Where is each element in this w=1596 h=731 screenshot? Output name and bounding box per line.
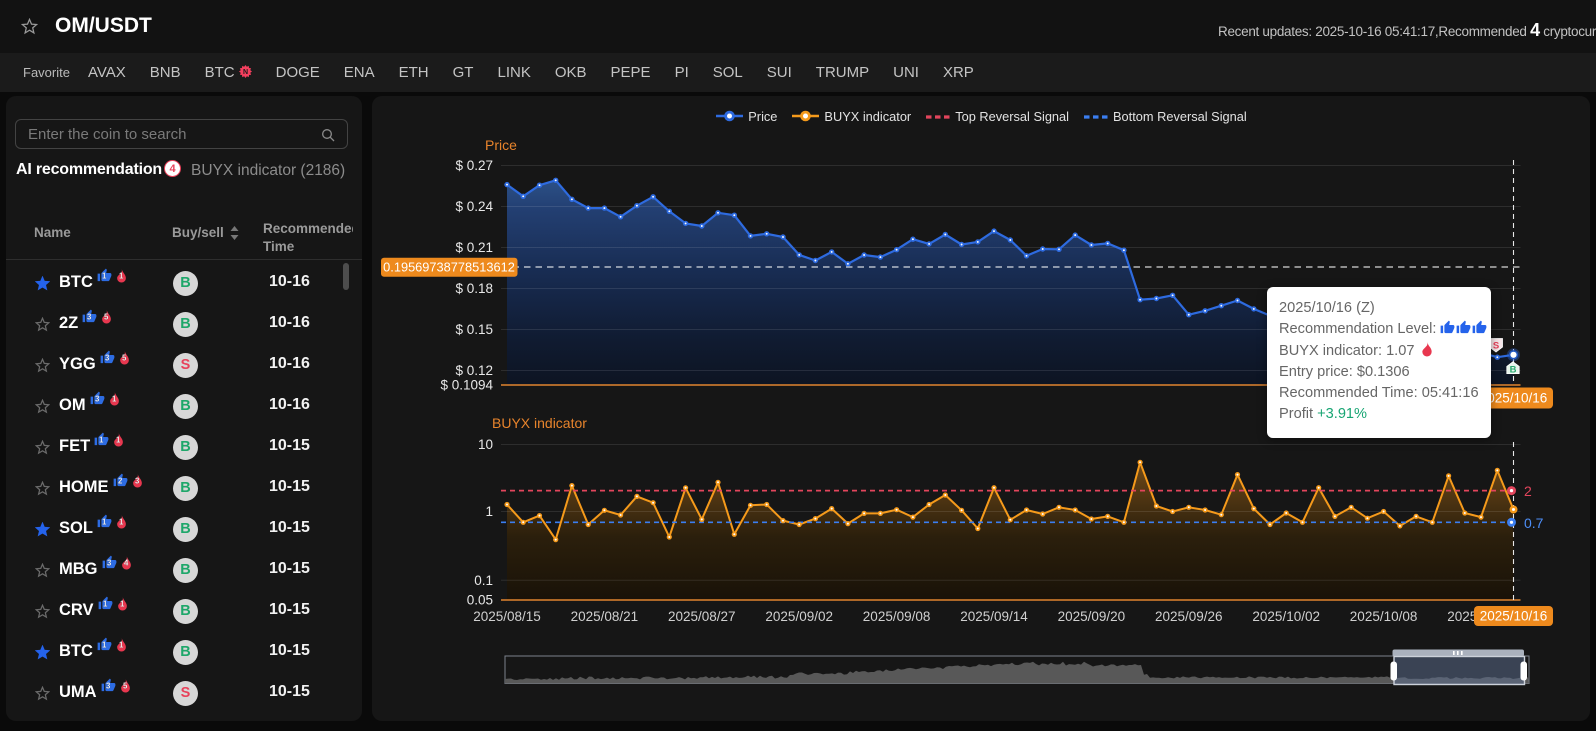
svg-text:2025/08/15: 2025/08/15 [473, 609, 541, 624]
svg-text:$ 0.15: $ 0.15 [455, 322, 493, 337]
svg-text:1: 1 [102, 517, 107, 526]
svg-text:0.1: 0.1 [474, 573, 493, 588]
svg-text:0.7: 0.7 [1524, 515, 1544, 531]
svg-text:1: 1 [103, 599, 108, 608]
svg-text:Price: Price [485, 137, 517, 153]
svg-text:N: N [243, 69, 248, 76]
svg-text:$ 0.24: $ 0.24 [455, 199, 493, 214]
svg-text:4: 4 [124, 558, 129, 567]
svg-text:2025/09/08: 2025/09/08 [863, 609, 931, 624]
svg-text:5: 5 [122, 353, 127, 362]
svg-text:3: 3 [105, 353, 110, 362]
svg-text:0.19569738778513612: 0.19569738778513612 [383, 259, 515, 274]
svg-text:2025/09/02: 2025/09/02 [765, 609, 833, 624]
svg-text:10: 10 [478, 437, 493, 452]
svg-text:2025/10/16: 2025/10/16 [1480, 391, 1548, 406]
svg-text:S: S [1493, 341, 1499, 352]
svg-text:1: 1 [119, 640, 124, 649]
svg-text:3: 3 [95, 394, 100, 403]
svg-text:$ 0.12: $ 0.12 [455, 363, 493, 378]
svg-text:1: 1 [119, 271, 124, 280]
svg-text:3: 3 [87, 312, 92, 321]
svg-text:B: B [1510, 365, 1517, 376]
svg-text:2025/10/02: 2025/10/02 [1252, 609, 1320, 624]
svg-text:$ 0.27: $ 0.27 [455, 158, 493, 173]
svg-text:1: 1 [116, 435, 121, 444]
svg-text:3: 3 [107, 558, 112, 567]
svg-text:2025/09/26: 2025/09/26 [1155, 609, 1223, 624]
svg-text:5: 5 [104, 312, 109, 321]
svg-text:2025/10/08: 2025/10/08 [1350, 609, 1418, 624]
svg-text:1: 1 [99, 435, 104, 444]
svg-text:2025/08/27: 2025/08/27 [668, 609, 736, 624]
svg-text:$ 0.18: $ 0.18 [455, 281, 493, 296]
svg-text:BUYX indicator: BUYX indicator [492, 415, 587, 431]
svg-text:2: 2 [1524, 483, 1532, 499]
svg-text:2025/10/16: 2025/10/16 [1480, 609, 1548, 624]
svg-text:1: 1 [112, 394, 117, 403]
svg-text:3: 3 [135, 476, 140, 485]
svg-text:1: 1 [102, 640, 107, 649]
svg-text:0.05: 0.05 [467, 593, 493, 608]
svg-text:2: 2 [118, 476, 123, 485]
svg-text:1: 1 [119, 517, 124, 526]
svg-text:5: 5 [123, 681, 128, 690]
svg-text:$ 0.1094: $ 0.1094 [440, 378, 493, 393]
svg-text:2025/09/14: 2025/09/14 [960, 609, 1028, 624]
svg-text:1: 1 [485, 504, 493, 519]
svg-text:2025/09/20: 2025/09/20 [1058, 609, 1126, 624]
svg-text:$ 0.21: $ 0.21 [455, 240, 493, 255]
svg-text:3: 3 [106, 681, 111, 690]
svg-text:1: 1 [120, 599, 125, 608]
svg-text:2025/08/21: 2025/08/21 [571, 609, 639, 624]
svg-text:1: 1 [102, 271, 107, 280]
